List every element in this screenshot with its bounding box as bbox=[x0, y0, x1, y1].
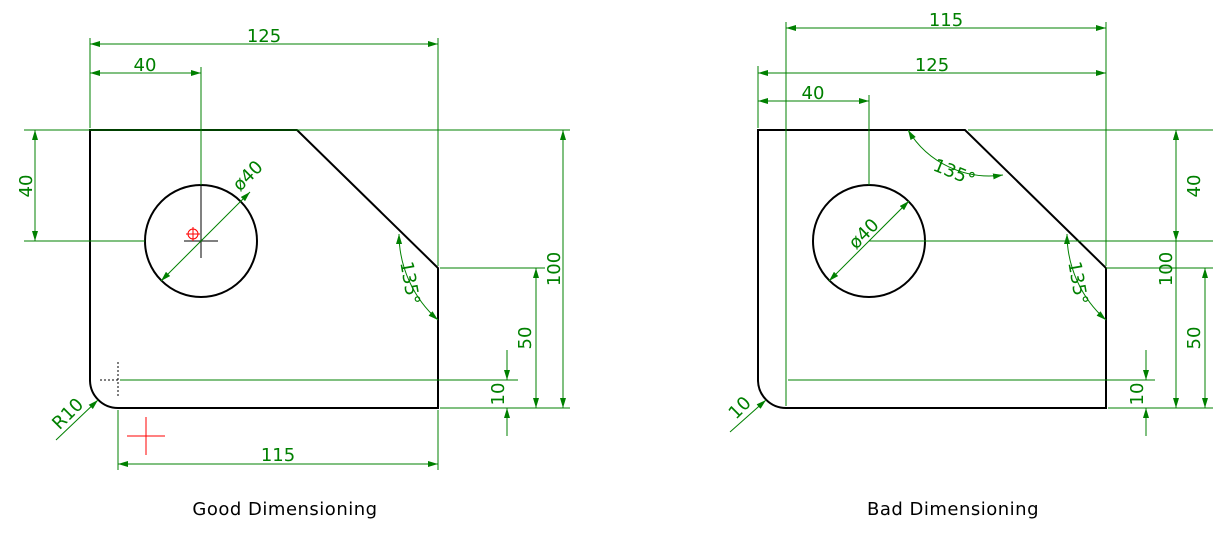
good-dim-125: 125 bbox=[247, 26, 281, 47]
good-dim-radius: R10 bbox=[48, 394, 88, 434]
good-dimensioning-view: 125 40 40 ø40 135° 100 50 10 R10 115 Goo… bbox=[16, 26, 570, 520]
bad-angle-arc-right bbox=[1064, 233, 1107, 321]
good-fillet-crosshair bbox=[100, 362, 138, 398]
bad-radius-leader bbox=[729, 399, 767, 433]
good-dimensions bbox=[24, 38, 570, 470]
bad-dim-115: 115 bbox=[929, 10, 963, 31]
good-dim-115: 115 bbox=[261, 445, 295, 466]
bad-dim-diameter: ø40 bbox=[845, 215, 884, 254]
good-dim-100: 100 bbox=[544, 252, 565, 286]
good-diameter-leader bbox=[160, 191, 251, 282]
good-dim-50: 50 bbox=[515, 327, 536, 350]
good-dim-diameter: ø40 bbox=[229, 157, 268, 196]
bad-dim-125: 125 bbox=[915, 55, 949, 76]
bad-dimensions bbox=[729, 22, 1213, 436]
bad-angle-arc-top bbox=[907, 129, 1004, 180]
bad-dim-50: 50 bbox=[1184, 327, 1205, 350]
bad-dim-100: 100 bbox=[1156, 252, 1177, 286]
good-part-outline bbox=[89, 129, 439, 409]
bad-dim-hole-x: 40 bbox=[802, 83, 825, 104]
bad-caption: Bad Dimensioning bbox=[867, 499, 1039, 520]
bad-dim-angle-top: 135° bbox=[930, 155, 978, 191]
good-center-mark bbox=[186, 227, 200, 241]
bad-dimensioning-view: 115 125 40 ø40 135° 135° 40 100 50 10 10… bbox=[725, 10, 1213, 520]
good-dim-hole-x: 40 bbox=[134, 55, 157, 76]
good-radius-leader bbox=[55, 399, 99, 441]
bad-dim-radius: 10 bbox=[725, 393, 756, 424]
bad-dim-angle-right: 135° bbox=[1063, 260, 1091, 306]
bad-dim-40y: 40 bbox=[1184, 175, 1205, 198]
bad-part-outline bbox=[757, 129, 1107, 409]
good-angle-arc bbox=[396, 233, 439, 321]
good-dim-hole-y: 40 bbox=[16, 175, 37, 198]
good-hole-centerlines bbox=[184, 185, 218, 258]
bad-dim-10: 10 bbox=[1127, 383, 1148, 406]
good-caption: Good Dimensioning bbox=[192, 499, 377, 520]
good-dim-angle: 135° bbox=[395, 260, 423, 306]
good-ucs-cross bbox=[127, 417, 165, 455]
bad-diameter-leader bbox=[828, 200, 910, 282]
good-dim-10: 10 bbox=[488, 383, 509, 406]
